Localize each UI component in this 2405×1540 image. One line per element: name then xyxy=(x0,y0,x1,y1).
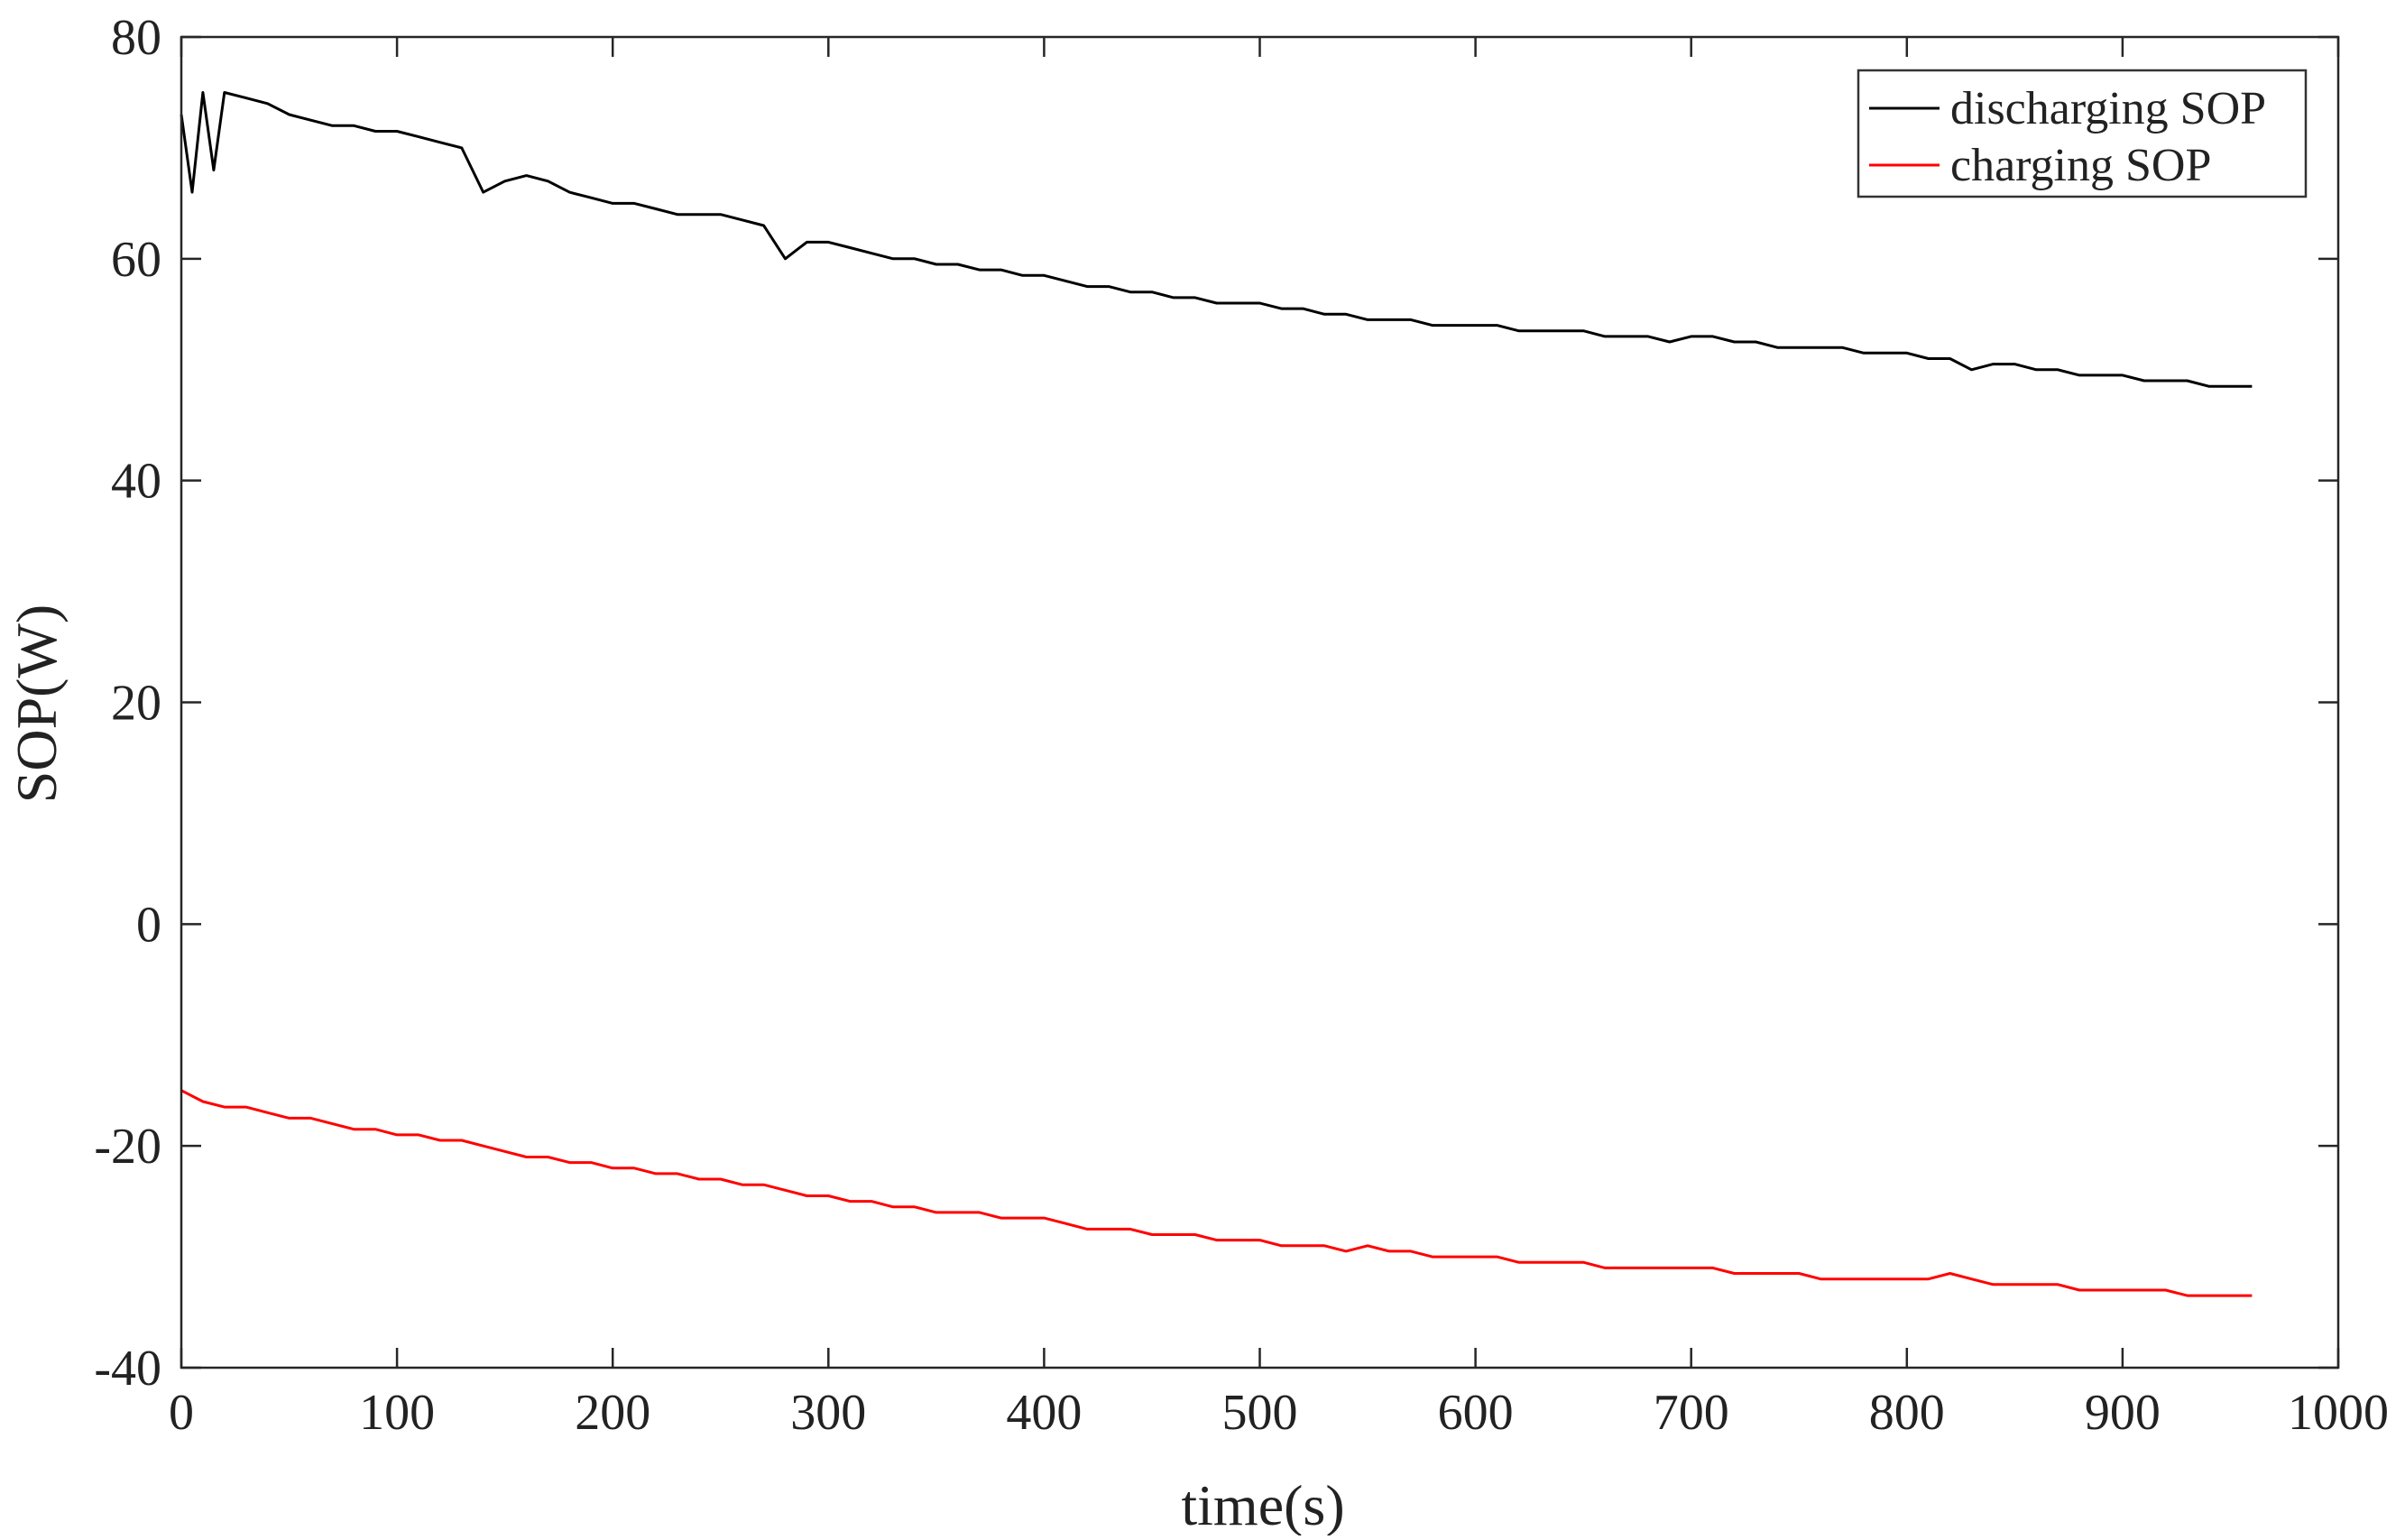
x-axis-label: time(s) xyxy=(1181,1473,1344,1535)
x-tick-label: 500 xyxy=(1222,1385,1298,1441)
y-tick-label: 0 xyxy=(136,897,161,953)
series-line-charging-sop xyxy=(180,1089,2253,1297)
x-tick-label: 100 xyxy=(359,1385,435,1441)
y-tick-label: 60 xyxy=(111,232,161,288)
ticks-layer: 0 100 200 300 400 500 600 700 800 900 1000 -40 -20 0 2… xyxy=(94,10,2389,1441)
legend-box xyxy=(1857,69,2308,198)
x-tick-label: 300 xyxy=(790,1385,866,1441)
y-tick-label: -20 xyxy=(94,1119,161,1175)
x-tick-label: 1000 xyxy=(2288,1385,2389,1441)
legend: discharging SOP charging SOP xyxy=(1857,69,2308,198)
y-tick-label: 80 xyxy=(111,10,161,66)
x-tick-label: 700 xyxy=(1654,1385,1729,1441)
x-tick-label: 600 xyxy=(1438,1385,1514,1441)
legend-label-discharging: discharging SOP xyxy=(1950,83,2266,134)
x-tick-label: 0 xyxy=(169,1385,194,1441)
x-tick-label: 800 xyxy=(1869,1385,1945,1441)
series-layer xyxy=(180,91,2253,1297)
y-tick-label: -40 xyxy=(94,1341,161,1397)
series-line-discharging-sop xyxy=(180,91,2253,388)
x-tick-label: 900 xyxy=(2085,1385,2161,1441)
y-tick-label: 40 xyxy=(111,454,161,510)
x-tick-label: 400 xyxy=(1006,1385,1082,1441)
y-axis-label: SOP(W) xyxy=(5,604,69,803)
legend-label-charging: charging SOP xyxy=(1950,140,2211,191)
y-tick-label: 20 xyxy=(111,676,161,732)
x-tick-label: 200 xyxy=(575,1385,650,1441)
